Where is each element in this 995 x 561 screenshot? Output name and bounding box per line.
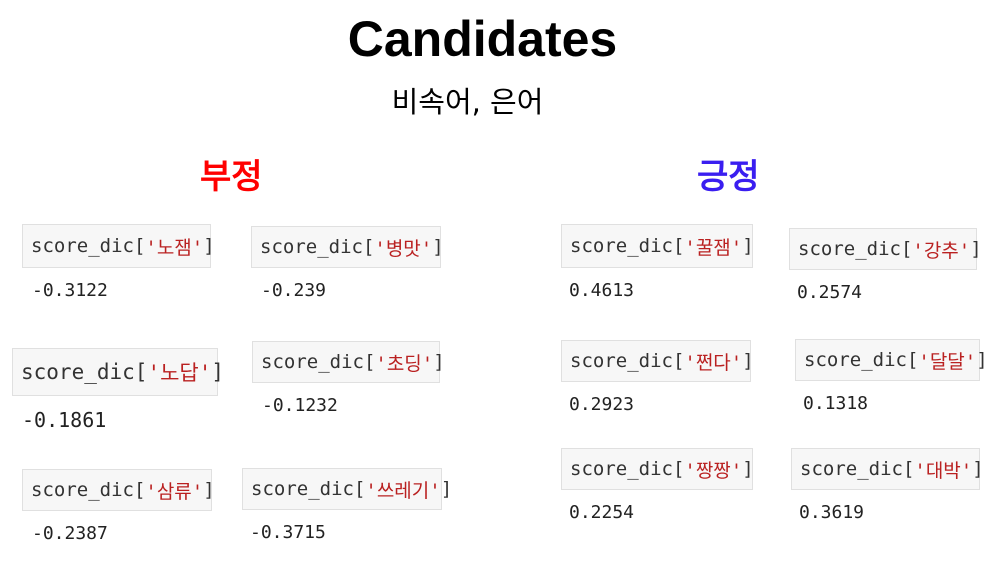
code-input-box: score_dic['쓰레기']: [242, 468, 452, 510]
negative-score-cell: score_dic['쓰레기'] -0.3715: [242, 468, 452, 543]
code-key: '대박': [914, 459, 973, 482]
code-input-box: score_dic['삼류']: [22, 469, 215, 511]
code-input-box: score_dic['노답']: [12, 348, 224, 396]
code-input-box: score_dic['초딩']: [252, 341, 445, 383]
code-suffix: ]: [440, 478, 453, 500]
slide-title: Candidates: [347, 11, 618, 67]
score-value: -0.3715: [250, 522, 326, 543]
positive-score-cell: score_dic['꿀잼'] 0.4613: [561, 224, 754, 301]
score-value: 0.1318: [803, 393, 869, 414]
code-input-box: score_dic['꿀잼']: [561, 224, 754, 268]
code-suffix: ]: [972, 458, 984, 480]
code-prefix: score_dic[: [800, 458, 915, 480]
code-key: '강추': [912, 239, 971, 262]
code-prefix: score_dic[: [570, 235, 685, 257]
positive-score-cell: score_dic['강추'] 0.2574: [789, 228, 982, 303]
negative-score-cell: score_dic['삼류'] -0.2387: [22, 469, 215, 544]
code-key: '짱짱': [684, 459, 743, 482]
code-suffix: ]: [742, 235, 754, 257]
negative-score-cell: score_dic['초딩'] -0.1232: [252, 341, 445, 416]
code-prefix: score_dic[: [21, 360, 148, 384]
positive-heading: 긍정: [697, 157, 760, 197]
code-key: '삼류': [145, 480, 204, 503]
code-key: '병맛': [374, 237, 433, 260]
code-key: '초딩': [375, 352, 434, 375]
negative-score-cell: score_dic['노답'] -0.1861: [12, 348, 224, 432]
code-prefix: score_dic[: [31, 479, 146, 501]
code-prefix: score_dic[: [251, 478, 366, 500]
code-suffix: ]: [742, 458, 754, 480]
code-key: '쓰레기': [365, 479, 441, 502]
negative-score-cell: score_dic['병맛'] -0.239: [251, 226, 444, 301]
score-value: -0.1861: [22, 408, 107, 432]
code-input-box: score_dic['짱짱']: [561, 448, 754, 490]
code-suffix: ]: [203, 235, 215, 257]
score-value: -0.239: [261, 280, 327, 301]
code-prefix: score_dic[: [260, 236, 375, 258]
code-input-box: score_dic['쩐다']: [561, 340, 754, 382]
code-prefix: score_dic[: [570, 458, 685, 480]
code-suffix: ]: [433, 351, 445, 373]
slide-subtitle: 비속어, 은어: [391, 85, 544, 119]
score-value: 0.2254: [569, 502, 635, 523]
score-value: -0.2387: [32, 523, 108, 544]
code-suffix: ]: [211, 360, 225, 384]
code-suffix: ]: [970, 238, 982, 260]
score-value: -0.1232: [262, 395, 338, 416]
code-input-box: score_dic['노잼']: [22, 224, 215, 268]
score-value: 0.2923: [569, 394, 635, 415]
code-input-box: score_dic['강추']: [789, 228, 982, 270]
code-prefix: score_dic[: [804, 349, 919, 371]
positive-score-cell: score_dic['달달'] 0.1318: [795, 339, 988, 414]
positive-score-cell: score_dic['짱짱'] 0.2254: [561, 448, 754, 523]
code-key: '노답': [147, 361, 212, 385]
code-key: '꿀잼': [684, 236, 743, 259]
score-value: 0.4613: [569, 280, 635, 301]
positive-score-cell: score_dic['쩐다'] 0.2923: [561, 340, 754, 415]
code-key: '노잼': [145, 236, 204, 259]
score-value: -0.3122: [32, 280, 108, 301]
code-prefix: score_dic[: [31, 235, 146, 257]
code-input-box: score_dic['대박']: [791, 448, 984, 490]
code-prefix: score_dic[: [261, 351, 376, 373]
positive-score-cell: score_dic['대박'] 0.3619: [791, 448, 984, 523]
score-value: 0.2574: [797, 282, 863, 303]
code-suffix: ]: [432, 236, 444, 258]
code-suffix: ]: [976, 349, 988, 371]
score-value: 0.3619: [799, 502, 865, 523]
code-key: '쩐다': [684, 351, 743, 374]
negative-score-cell: score_dic['노잼'] -0.3122: [22, 224, 215, 301]
code-key: '달달': [918, 350, 977, 373]
code-suffix: ]: [742, 350, 754, 372]
code-input-box: score_dic['병맛']: [251, 226, 444, 268]
code-input-box: score_dic['달달']: [795, 339, 988, 381]
code-prefix: score_dic[: [570, 350, 685, 372]
negative-heading: 부정: [200, 157, 263, 197]
code-suffix: ]: [203, 479, 215, 501]
code-prefix: score_dic[: [798, 238, 913, 260]
